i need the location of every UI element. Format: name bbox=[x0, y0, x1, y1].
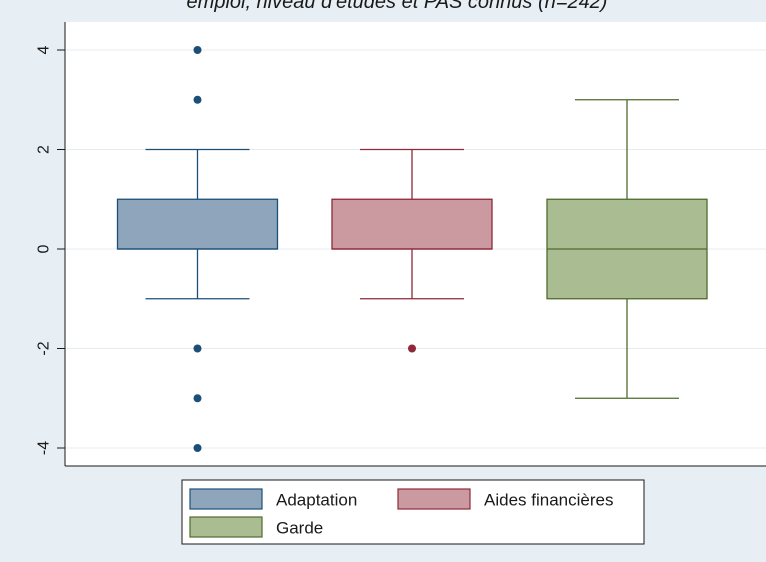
legend-label: Aides financières bbox=[484, 491, 613, 510]
y-tick-label: -4 bbox=[36, 441, 53, 455]
box-iqr bbox=[331, 198, 493, 250]
legend-label: Adaptation bbox=[276, 491, 357, 510]
y-tick-label: 0 bbox=[36, 244, 53, 253]
outlier-point bbox=[193, 394, 202, 403]
box-garde bbox=[546, 99, 708, 399]
y-tick-label: 4 bbox=[36, 45, 53, 54]
outlier-point bbox=[193, 46, 202, 54]
legend-swatch bbox=[189, 516, 263, 538]
box-iqr bbox=[116, 198, 279, 250]
y-tick-label: -2 bbox=[36, 341, 53, 355]
y-tick-label: 2 bbox=[36, 145, 53, 154]
box-aides-financières bbox=[331, 148, 493, 353]
box-adaptation bbox=[116, 46, 279, 452]
legend-swatch bbox=[189, 488, 263, 510]
outlier-point bbox=[193, 95, 202, 104]
outlier-point bbox=[193, 444, 202, 452]
boxes bbox=[116, 46, 708, 452]
legend: Adaptation Aides financières Garde bbox=[181, 479, 645, 545]
legend-swatch bbox=[397, 488, 471, 510]
chart-title: emploi, niveau d'études et PAS connus (n… bbox=[187, 0, 608, 13]
outlier-point bbox=[408, 344, 416, 353]
legend-label: Garde bbox=[276, 519, 323, 538]
y-axis: -4 -2 0 2 4 bbox=[36, 22, 766, 467]
outlier-point bbox=[193, 344, 202, 353]
